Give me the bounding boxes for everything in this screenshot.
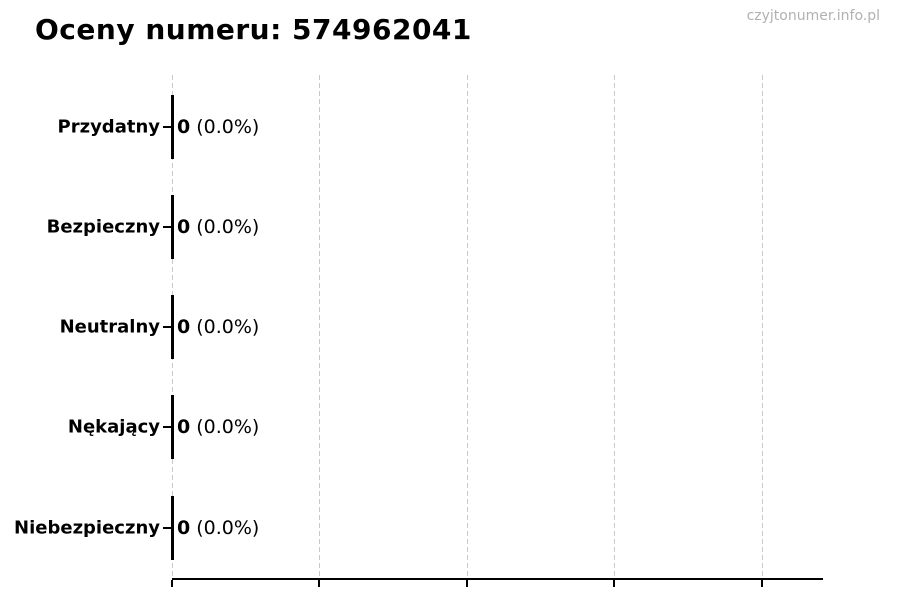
zero-width-bar — [171, 496, 174, 560]
x-axis-tick — [761, 580, 763, 587]
bar-value-label: 0 (0.0%) — [177, 216, 259, 238]
category-label: Bezpieczny — [46, 216, 160, 238]
gridline — [762, 75, 763, 578]
vote-count: 0 — [177, 517, 191, 539]
vote-percent: (0.0%) — [196, 216, 260, 238]
bar-value-label: 0 (0.0%) — [177, 416, 259, 438]
zero-width-bar — [171, 295, 174, 359]
zero-width-bar — [171, 195, 174, 259]
vote-count: 0 — [177, 416, 191, 438]
category-label: Niebezpieczny — [14, 517, 160, 539]
y-tick-mark — [163, 326, 171, 328]
gridline — [319, 75, 320, 578]
vote-count: 0 — [177, 216, 191, 238]
category-label: Przydatny — [57, 116, 160, 138]
watermark-url: czyjtonumer.info.pl — [746, 8, 880, 24]
bar-value-label: 0 (0.0%) — [177, 316, 259, 338]
gridline — [614, 75, 615, 578]
x-axis-tick — [466, 580, 468, 587]
category-label: Nękający — [67, 416, 160, 438]
chart-title: Oceny numeru: 574962041 — [35, 13, 472, 46]
vote-percent: (0.0%) — [196, 416, 260, 438]
x-axis-tick — [171, 580, 173, 587]
vote-percent: (0.0%) — [196, 517, 260, 539]
category-label: Neutralny — [59, 316, 160, 338]
x-axis-tick — [318, 580, 320, 587]
y-tick-mark — [163, 226, 171, 228]
bar-value-label: 0 (0.0%) — [177, 116, 259, 138]
y-tick-mark — [163, 527, 171, 529]
vote-count: 0 — [177, 116, 191, 138]
zero-width-bar — [171, 95, 174, 159]
zero-width-bar — [171, 395, 174, 459]
vote-percent: (0.0%) — [196, 116, 260, 138]
gridline — [467, 75, 468, 578]
y-tick-mark — [163, 126, 171, 128]
y-tick-mark — [163, 426, 171, 428]
vote-count: 0 — [177, 316, 191, 338]
vote-percent: (0.0%) — [196, 316, 260, 338]
x-axis-tick — [613, 580, 615, 587]
bar-value-label: 0 (0.0%) — [177, 517, 259, 539]
